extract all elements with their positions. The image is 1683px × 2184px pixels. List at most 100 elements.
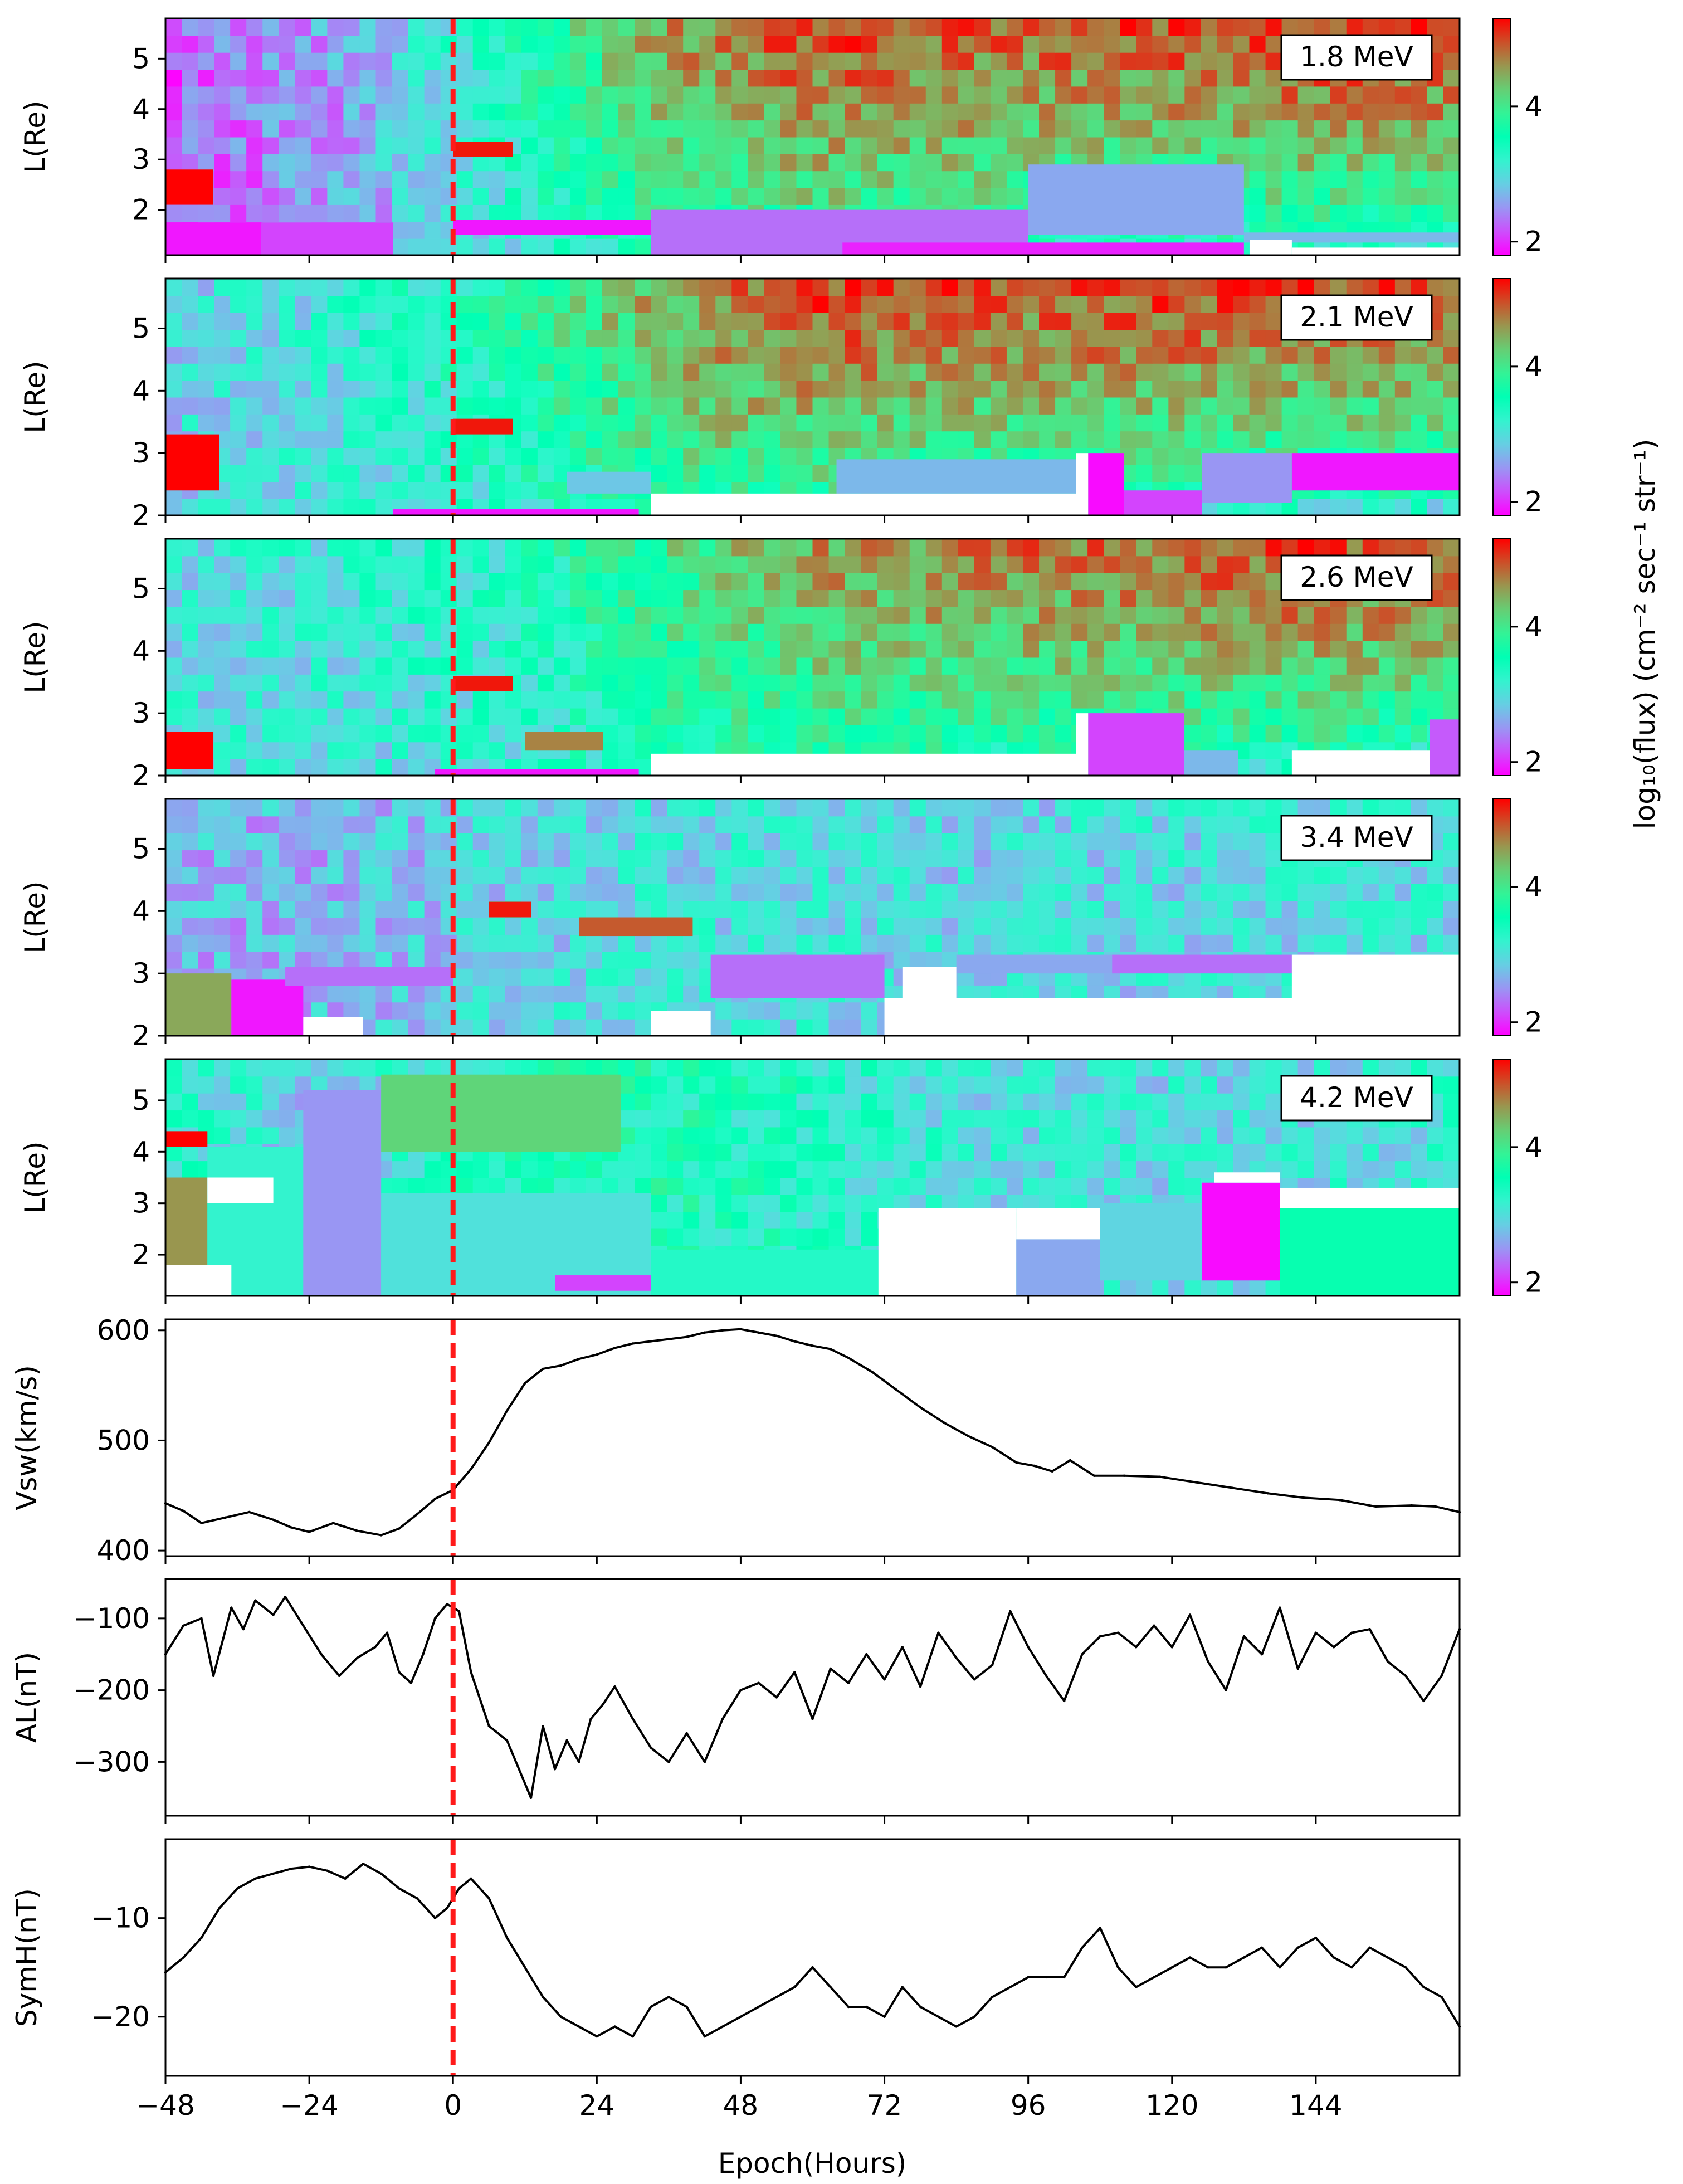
spectrogram-cell	[812, 18, 830, 36]
spectrogram-cell	[327, 397, 344, 415]
spectrogram-cell	[521, 380, 538, 398]
spectrogram-cell	[651, 397, 668, 415]
spectrogram-cell	[246, 640, 264, 658]
spectrogram-cell	[295, 589, 312, 607]
spectrogram-cell	[489, 464, 506, 482]
spectrogram-cell	[699, 900, 716, 918]
spectrogram-cell	[165, 606, 183, 624]
spectrogram-cell	[635, 295, 652, 313]
spectrogram-cell	[1006, 850, 1023, 867]
spectrogram-cell	[262, 136, 280, 154]
spectrogram-cell	[941, 832, 959, 851]
spectrogram-cell	[424, 674, 441, 692]
spectrogram-cell	[1281, 674, 1299, 692]
spectrogram-cell	[1071, 52, 1089, 70]
spectrogram-cell	[505, 883, 522, 901]
spectrogram-cell	[1168, 103, 1186, 121]
spectrogram-cell	[1022, 832, 1040, 851]
spectrogram-cell	[1055, 52, 1072, 70]
spectrogram-cell	[1297, 120, 1315, 138]
spectrogram-cell	[909, 539, 926, 557]
spectrogram-cell	[1443, 329, 1460, 347]
spectrogram-cell	[1006, 346, 1023, 364]
spectrogram-cell	[683, 431, 700, 448]
spectrogram-cell	[618, 606, 636, 624]
spectrogram-cell	[262, 951, 280, 969]
spectrogram-cell	[796, 623, 813, 641]
spectrogram-cell	[472, 951, 490, 969]
spectrogram-cell	[1104, 103, 1121, 121]
spectrogram-cell	[1168, 606, 1186, 624]
spectrogram-cell	[1427, 539, 1444, 557]
spectrogram-cell	[1281, 708, 1299, 725]
spectrogram-cell	[359, 295, 377, 313]
spectrogram-cell	[812, 1018, 830, 1036]
spectrogram-cell	[1217, 86, 1234, 104]
spectrogram-cell	[925, 363, 943, 381]
spectrogram-cell	[569, 832, 587, 851]
spectrogram-cell	[198, 103, 215, 121]
spectrogram-cell	[214, 691, 231, 709]
spectrogram-cell	[699, 295, 716, 313]
spectrogram-cell	[327, 657, 344, 675]
spectrogram-cell	[764, 52, 781, 70]
spectrogram-cell	[909, 170, 926, 188]
spectrogram-cell	[731, 708, 749, 725]
spectrogram-cell	[764, 447, 781, 465]
spectrogram-cell	[1055, 674, 1072, 692]
spectrogram-cell	[537, 1018, 554, 1036]
spectrogram-cell	[748, 413, 765, 432]
spectrogram-block	[1291, 453, 1460, 491]
spectrogram-cell	[408, 724, 425, 743]
spectrogram-cell	[424, 329, 441, 347]
spectrogram-cell	[198, 397, 215, 415]
spectrogram-cell	[214, 832, 231, 851]
spectrogram-cell	[165, 883, 183, 901]
spectrogram-cell	[651, 968, 668, 986]
spectrogram-cell	[1168, 572, 1186, 591]
spectrogram-cell	[505, 572, 522, 591]
spectrogram-cell	[521, 481, 538, 499]
spectrogram-cell	[1249, 640, 1266, 658]
spectrogram-cell	[165, 35, 183, 53]
spectrogram-cell	[230, 623, 247, 641]
y-tick-label: 4	[132, 374, 150, 407]
spectrogram-cell	[731, 431, 749, 448]
spectrogram-cell	[974, 363, 991, 381]
spectrogram-block	[836, 459, 1076, 494]
spectrogram-cell	[424, 555, 441, 573]
spectrogram-cell	[1443, 623, 1460, 641]
spectrogram-cell	[375, 589, 393, 607]
spectrogram-cell	[602, 170, 619, 188]
spectrogram-cell	[764, 346, 781, 364]
spectrogram-cell	[845, 103, 862, 121]
spectrogram-block	[165, 434, 219, 491]
spectrogram-cell	[230, 187, 247, 205]
spectrogram-cell	[1233, 312, 1250, 330]
spectrogram-cell	[925, 572, 943, 591]
spectrogram-cell	[990, 883, 1007, 901]
spectrogram-cell	[893, 18, 910, 36]
spectrogram-cell	[1055, 934, 1072, 952]
spectrogram-cell	[1249, 69, 1266, 87]
spectrogram-cell	[521, 866, 538, 884]
spectrogram-cell	[392, 691, 409, 709]
y-axis-label: L(Re)	[19, 621, 51, 693]
spectrogram-cell	[651, 674, 668, 692]
spectrogram-cell	[1249, 120, 1266, 138]
spectrogram-cell	[246, 52, 264, 70]
spectrogram-cell	[1427, 170, 1444, 188]
spectrogram-cell	[1152, 52, 1169, 70]
spectrogram-cell	[974, 52, 991, 70]
spectrogram-cell	[521, 153, 538, 172]
spectrogram-cell	[780, 623, 797, 641]
spectrogram-cell	[990, 934, 1007, 952]
spectrogram-cell	[796, 900, 813, 918]
spectrogram-cell	[424, 295, 441, 313]
spectrogram-cell	[1201, 1279, 1218, 1296]
spectrogram-cell	[893, 397, 910, 415]
spectrogram-cell	[651, 103, 668, 121]
spectrogram-cell	[990, 572, 1007, 591]
spectrogram-cell	[586, 816, 603, 833]
spectrogram-cell	[683, 640, 700, 658]
